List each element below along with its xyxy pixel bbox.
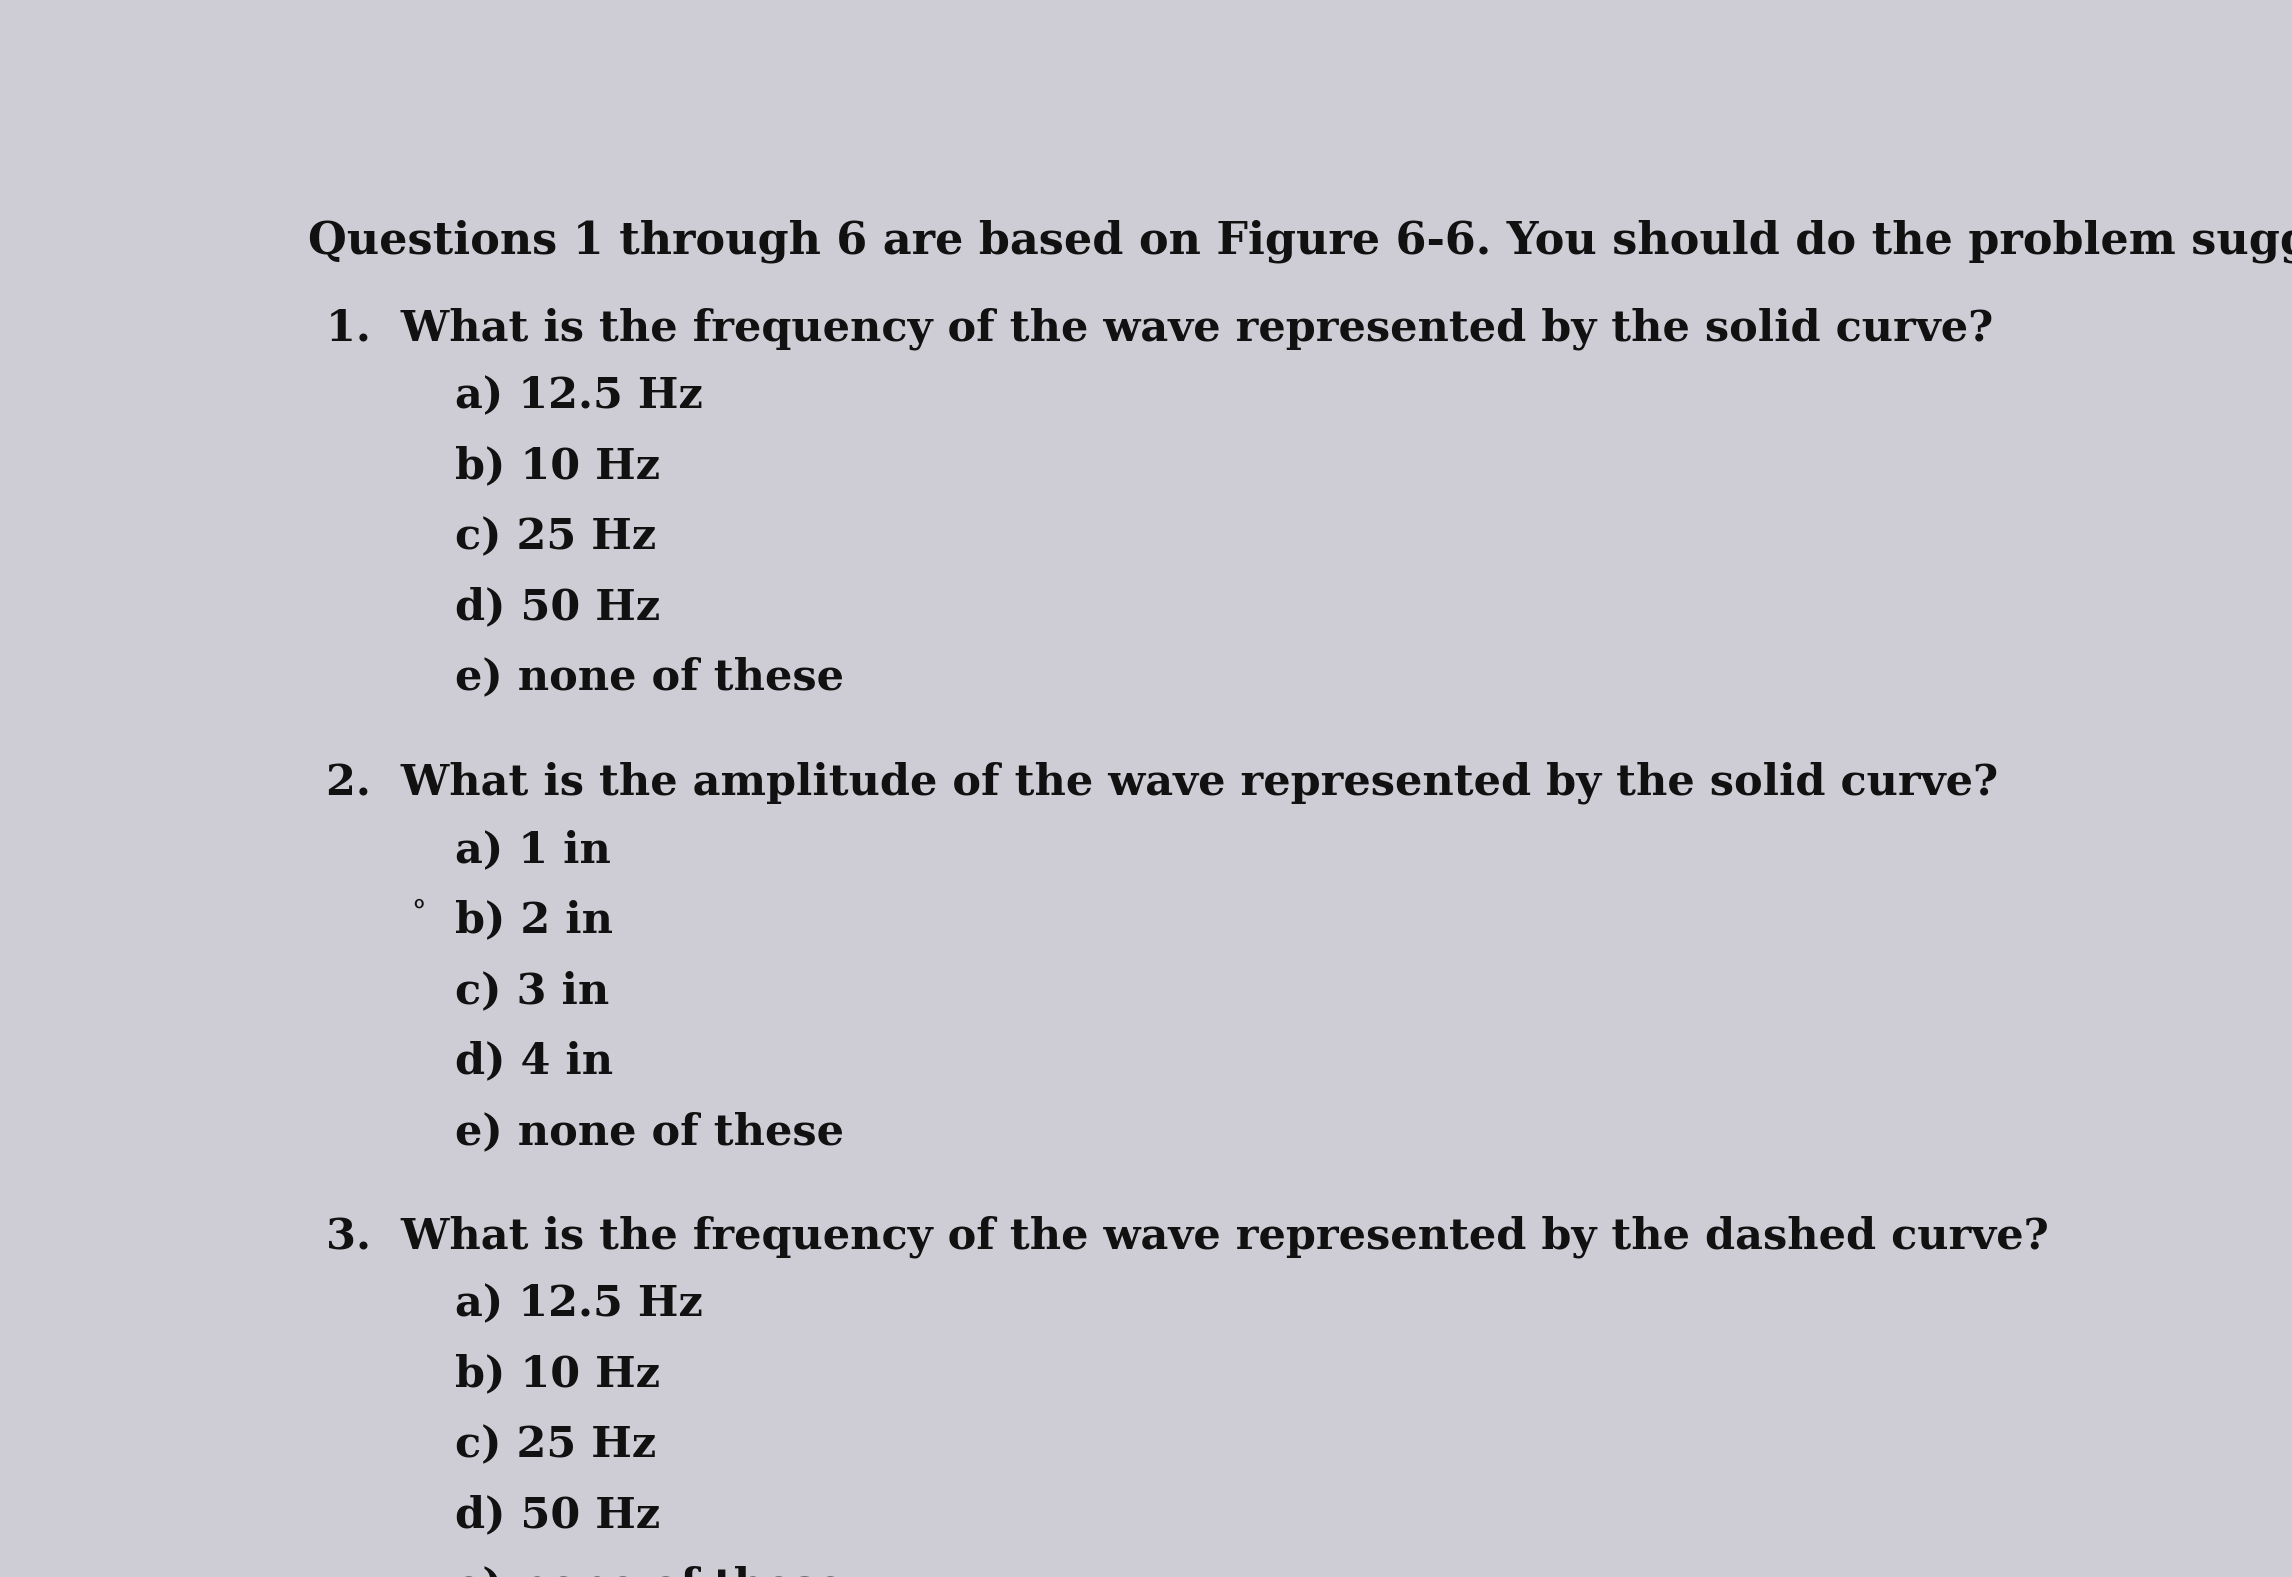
- Text: Questions 1 through 6 are based on Figure 6-6. You should do the problem suggest: Questions 1 through 6 are based on Figur…: [307, 219, 2292, 263]
- Text: c) 25 Hz: c) 25 Hz: [456, 1424, 656, 1467]
- Text: c) 3 in: c) 3 in: [456, 970, 610, 1012]
- Text: 2.  What is the amplitude of the wave represented by the solid curve?: 2. What is the amplitude of the wave rep…: [325, 762, 1999, 804]
- Text: b) 10 Hz: b) 10 Hz: [456, 1353, 660, 1396]
- Text: d) 4 in: d) 4 in: [456, 1041, 614, 1082]
- Text: a) 12.5 Hz: a) 12.5 Hz: [456, 1284, 704, 1325]
- Text: e) none of these: e) none of these: [456, 1110, 843, 1153]
- Text: b) 10 Hz: b) 10 Hz: [456, 445, 660, 487]
- Text: a) 12.5 Hz: a) 12.5 Hz: [456, 375, 704, 416]
- Text: d) 50 Hz: d) 50 Hz: [456, 587, 660, 628]
- Text: b) 2 in: b) 2 in: [456, 899, 614, 941]
- Text: 1.  What is the frequency of the wave represented by the solid curve?: 1. What is the frequency of the wave rep…: [325, 308, 1992, 350]
- Text: c) 25 Hz: c) 25 Hz: [456, 516, 656, 558]
- Text: a) 1 in: a) 1 in: [456, 830, 612, 871]
- Text: 3.  What is the frequency of the wave represented by the dashed curve?: 3. What is the frequency of the wave rep…: [325, 1216, 2049, 1258]
- Text: d) 50 Hz: d) 50 Hz: [456, 1495, 660, 1536]
- Text: °: °: [410, 899, 426, 927]
- Text: e) none of these: e) none of these: [456, 656, 843, 699]
- Text: e) none of these: e) none of these: [456, 1564, 843, 1577]
